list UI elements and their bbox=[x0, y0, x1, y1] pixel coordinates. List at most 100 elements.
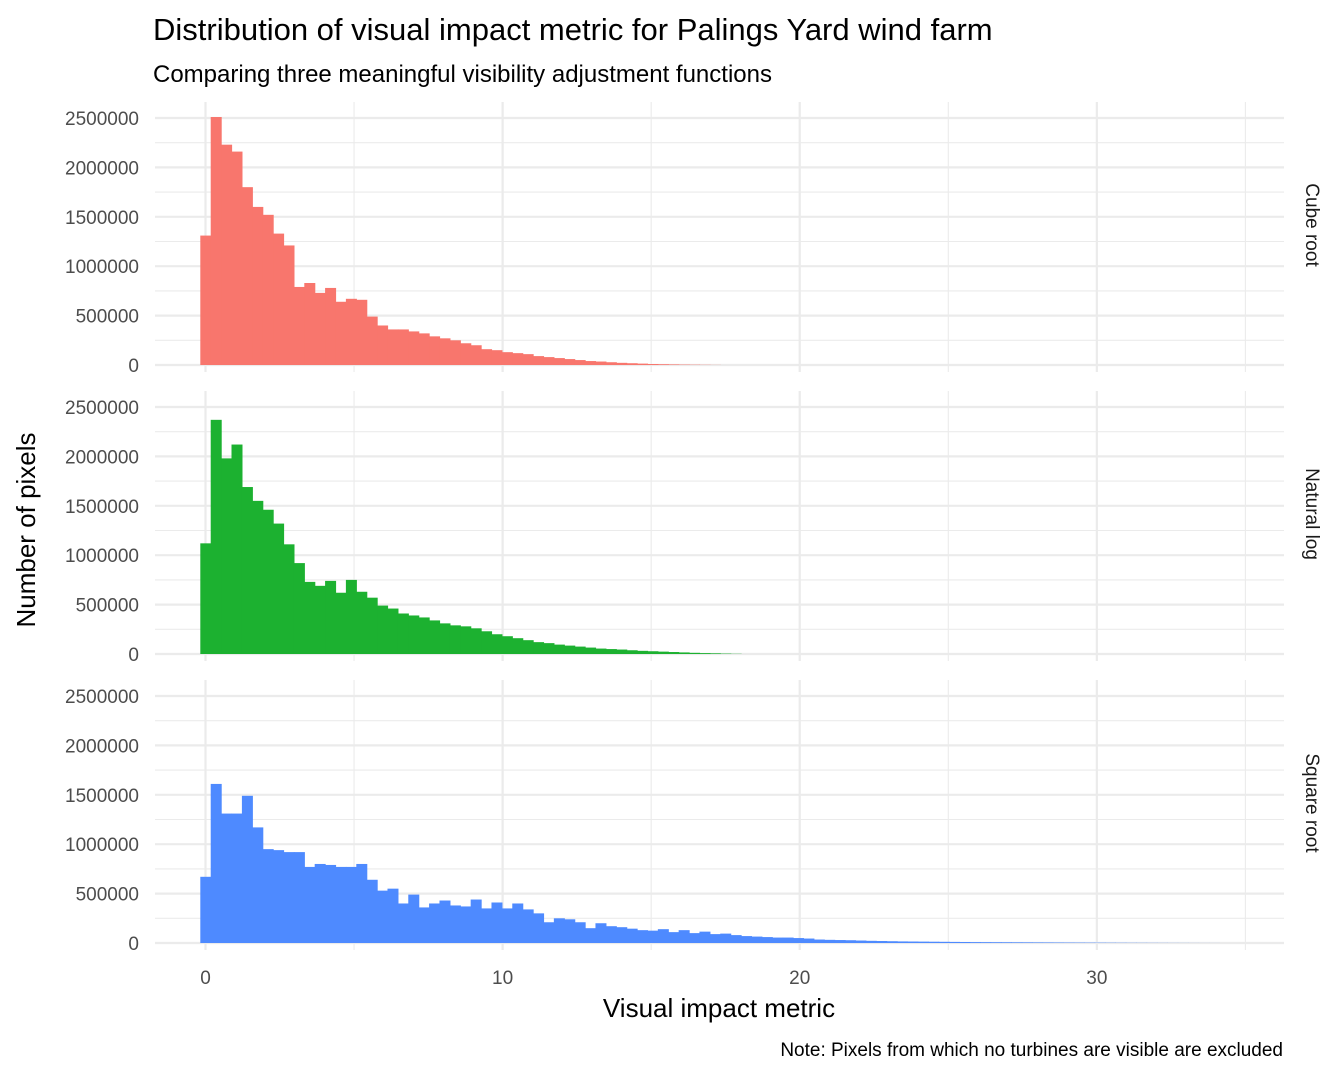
x-tick-label: 20 bbox=[789, 968, 810, 989]
y-tick-label: 2500000 bbox=[65, 687, 139, 708]
histogram-bar bbox=[200, 235, 212, 365]
histogram-bar bbox=[397, 613, 409, 654]
histogram-bar bbox=[668, 932, 680, 943]
histogram-bar bbox=[782, 937, 794, 943]
histogram-bar bbox=[813, 939, 825, 943]
histogram-bar bbox=[470, 345, 482, 365]
y-tick-label: 0 bbox=[128, 356, 139, 377]
histogram-bar bbox=[1001, 942, 1013, 943]
histogram-bar bbox=[553, 918, 565, 943]
histogram-bar bbox=[512, 638, 524, 654]
histogram-bar bbox=[345, 298, 357, 365]
histogram-bar bbox=[938, 941, 950, 943]
histogram-bar bbox=[585, 361, 597, 365]
histogram-bar bbox=[501, 908, 513, 943]
histogram-bar bbox=[501, 636, 513, 654]
histogram-bar bbox=[595, 923, 607, 943]
histogram-bar bbox=[481, 631, 493, 654]
histogram-bar bbox=[668, 652, 680, 654]
histogram-bar bbox=[1011, 942, 1023, 943]
histogram-bar bbox=[241, 187, 253, 365]
histogram-bar bbox=[252, 827, 264, 943]
histogram-bar bbox=[345, 579, 357, 654]
histogram-bar bbox=[262, 214, 274, 365]
histogram-bar bbox=[397, 903, 409, 943]
histogram-bar bbox=[241, 487, 253, 654]
histogram-bar bbox=[574, 360, 586, 365]
histogram-bar bbox=[605, 649, 617, 654]
facet-panel-square-root: 0 500000 1000000 1500000 2000000 2500000 Squar… bbox=[65, 680, 1322, 955]
histogram-bar bbox=[585, 647, 597, 654]
y-tick-label: 500000 bbox=[76, 596, 139, 617]
histogram-bar bbox=[626, 650, 638, 654]
histogram-bar bbox=[605, 362, 617, 365]
y-tick-label: 1500000 bbox=[65, 497, 139, 518]
histogram-bar bbox=[595, 361, 607, 365]
histogram-bar bbox=[543, 922, 555, 943]
histogram-bar bbox=[730, 935, 742, 943]
facet-strip-label: Natural log bbox=[1301, 468, 1322, 560]
histogram-bar bbox=[772, 937, 784, 943]
histogram-bar bbox=[626, 363, 638, 365]
histogram-bar bbox=[876, 941, 888, 943]
histogram-bar bbox=[314, 292, 326, 365]
histogram-bar bbox=[252, 206, 264, 365]
histogram-bar bbox=[928, 941, 940, 943]
facet-panel-natural-log: 0 500000 1000000 1500000 2000000 2500000 Natur… bbox=[65, 391, 1322, 666]
histogram-bar bbox=[616, 362, 628, 365]
histogram-bar bbox=[1042, 942, 1054, 943]
histogram-bar bbox=[491, 634, 503, 654]
y-tick-label: 500000 bbox=[76, 307, 139, 328]
histogram-bar bbox=[564, 359, 576, 365]
histogram-bar bbox=[335, 301, 347, 365]
facet-strip-label: Cube root bbox=[1301, 183, 1322, 267]
histogram-bar bbox=[262, 509, 274, 654]
histogram-bar bbox=[522, 909, 534, 943]
histogram-bar bbox=[429, 620, 441, 654]
histogram-bar bbox=[356, 591, 368, 654]
histogram-bar bbox=[647, 930, 659, 943]
histogram-bar bbox=[647, 651, 659, 654]
histogram-bar bbox=[969, 942, 981, 943]
histogram-bar bbox=[678, 652, 690, 654]
histogram-bar bbox=[657, 651, 669, 654]
histogram-bar bbox=[200, 543, 212, 654]
histogram-bar bbox=[553, 644, 565, 654]
histogram-bar bbox=[241, 795, 253, 943]
y-tick-label: 1000000 bbox=[65, 546, 139, 567]
histogram-bar bbox=[231, 813, 243, 943]
histogram-bar bbox=[377, 890, 389, 943]
histogram-bar bbox=[543, 357, 555, 365]
histogram-bar bbox=[304, 866, 316, 943]
histogram-bar bbox=[377, 605, 389, 654]
y-tick-label: 1500000 bbox=[65, 208, 139, 229]
histogram-bar bbox=[585, 928, 597, 943]
histogram-bar bbox=[668, 364, 680, 365]
histogram-bar bbox=[980, 942, 992, 943]
histogram-bar bbox=[387, 329, 399, 365]
histogram-bar bbox=[221, 458, 233, 654]
y-tick-label: 1000000 bbox=[65, 257, 139, 278]
histogram-bar bbox=[605, 926, 617, 943]
histogram-bar bbox=[231, 444, 243, 654]
histogram-bar bbox=[366, 879, 378, 943]
histogram-bar bbox=[273, 523, 285, 654]
histogram-bar bbox=[990, 942, 1002, 943]
histogram-bar bbox=[314, 585, 326, 654]
histogram-bar bbox=[761, 937, 773, 943]
histogram-bar bbox=[533, 356, 545, 365]
histogram-bar bbox=[522, 640, 534, 654]
histogram-bar bbox=[533, 642, 545, 654]
facet-strip-label: Square root bbox=[1301, 753, 1322, 853]
histogram-bar bbox=[408, 331, 420, 365]
histogram-bar bbox=[626, 928, 638, 943]
y-tick-label: 500000 bbox=[76, 885, 139, 906]
histogram-bar bbox=[470, 899, 482, 943]
histogram-bar bbox=[345, 866, 357, 943]
histogram-bar bbox=[959, 942, 971, 943]
histogram-bar bbox=[803, 938, 815, 943]
histogram-bar bbox=[865, 940, 877, 943]
histogram-bar bbox=[231, 151, 243, 365]
histogram-bar bbox=[210, 419, 222, 654]
histogram-bar bbox=[689, 652, 701, 654]
